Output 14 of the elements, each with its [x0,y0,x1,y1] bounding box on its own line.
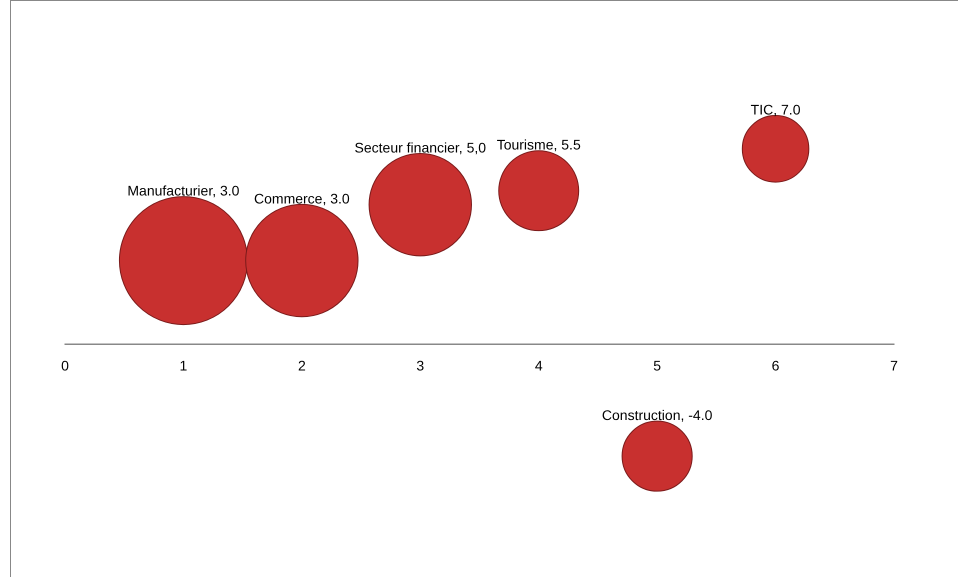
data-label: TIC, 7.0 [750,101,801,118]
data-label: Construction, -4.0 [602,406,713,423]
x-tick-label: 0 [61,358,70,374]
data-label: Commerce, 3.0 [254,190,350,206]
data-label: Manufacturier, 3.0 [127,182,240,198]
x-tick-label: 1 [180,358,188,374]
x-tick-label: 5 [653,358,662,374]
x-tick-label: 4 [534,358,543,374]
x-tick-label: 2 [298,358,306,374]
data-label: Secteur financier, 5,0 [354,139,486,156]
x-tick-label: 3 [416,358,424,374]
data-label: Tourisme, 5.5 [496,136,581,153]
x-tick-label: 7 [890,358,898,374]
x-tick-label: 6 [772,358,780,374]
